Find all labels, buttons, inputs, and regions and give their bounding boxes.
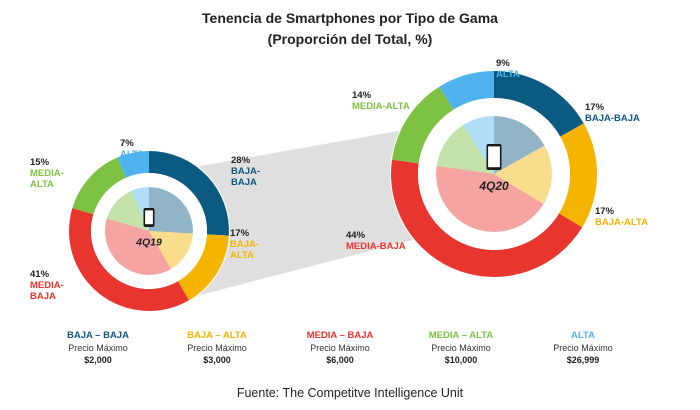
data-label-name: BAJA [30,291,56,302]
chart-title: Tenencia de Smartphones por Tipo de Gama [202,10,498,26]
donut-inner-edge [418,98,570,250]
data-label-pct: 28% [231,155,251,166]
inner-segment-media-alta [436,124,494,174]
legend-name: ALTA [571,330,595,341]
donut-gap [418,98,570,250]
ring-segment-alta [117,151,149,178]
legend-price: $10,000 [444,355,478,365]
period-label: 4Q20 [478,179,509,193]
legend-price: $2,000 [84,355,112,365]
data-label-name: BAJA [231,177,257,188]
ring-segment-alta [439,71,494,110]
data-label-pct: 9% [496,58,510,69]
legend-price: $26,999 [566,355,600,365]
legend-alta: ALTA Precio Máximo $26,999 [523,330,643,366]
data-label-alta: 7% ALTA [120,138,144,160]
data-label-media-baja: 41% MEDIA-BAJA [30,269,64,302]
data-label-baja-alta: 17% BAJA-ALTA [230,228,259,261]
legend-name: MEDIA – BAJA [306,330,374,341]
smartphone-screen [145,210,153,225]
zoom-connector [196,128,420,296]
data-label-media-baja: 44% MEDIA-BAJA [346,230,406,252]
donut-inner-edge [91,173,207,289]
data-label-baja-baja: 17% BAJA-BAJA [585,102,640,124]
inner-segment-media-alta [106,190,149,231]
data-label-alta: 9% ALTA [496,58,520,80]
inner-segment-baja-alta [149,231,193,270]
ring-segment-baja-alta [559,123,597,228]
data-label-name: MEDIA- [30,168,64,179]
data-label-baja-baja: 28% BAJA-BAJA [231,155,260,188]
data-label-name: MEDIA-ALTA [352,101,410,112]
inner-segment-alta [463,116,494,174]
data-label-pct: 15% [30,157,50,168]
legend-name: BAJA – BAJA [67,330,129,341]
data-label-name: ALTA [496,69,520,80]
ring-segment-media-alta [392,86,454,164]
data-label-pct: 17% [595,206,615,217]
ring-segment-media-baja [391,159,583,278]
data-label-pct: 7% [120,138,134,149]
data-label-name: ALTA [230,250,254,261]
data-label-baja-alta: 17% BAJA-ALTA [595,206,648,228]
data-label-name: MEDIA-BAJA [346,241,406,252]
chart-source: Fuente: The Competitve Intelligence Unit [236,386,464,400]
period-label: 4Q19 [135,237,162,249]
data-label-pct: 41% [30,269,50,280]
inner-segment-baja-baja [494,116,545,174]
data-label-name: BAJA-BAJA [585,113,640,124]
legend-name: MEDIA – ALTA [428,330,494,341]
smartphone-screen [488,146,500,168]
inner-segment-media-baja [105,218,171,275]
data-label-pct: 44% [346,230,366,241]
data-label-pct: 17% [230,228,250,239]
ring-segment-media-alta [72,157,127,215]
inner-segment-baja-baja [149,187,193,234]
data-label-name: BAJA-ALTA [595,217,648,228]
legend-sub: Precio Máximo [431,343,491,353]
data-label-media-alta: 14% MEDIA-ALTA [352,90,410,112]
legend-media-baja: MEDIA – BAJA Precio Máximo $6,000 [280,330,400,366]
data-label-name: BAJA- [231,166,260,177]
data-label-name: ALTA [30,179,54,190]
ring-segment-media-baja [68,208,189,312]
legend-baja-baja: BAJA – BAJA Precio Máximo $2,000 [38,330,158,366]
legend-media-alta: MEDIA – ALTA Precio Máximo $10,000 [401,330,521,366]
data-label-pct: 14% [352,90,372,101]
inner-segment-baja-alta [494,145,552,205]
chart-subtitle: (Proporción del Total, %) [267,31,433,47]
data-label-pct: 17% [585,102,605,113]
data-label-name: MEDIA- [30,280,64,291]
legend-price: $3,000 [203,355,231,365]
data-label-name: BAJA- [230,239,259,250]
legend-sub: Precio Máximo [553,343,613,353]
data-label-name: ALTA [120,149,144,160]
inner-segment-media-baja [436,165,544,233]
legend-name: BAJA – ALTA [187,330,247,341]
donut-gap [91,173,207,289]
legend-sub: Precio Máximo [68,343,128,353]
ring-segment-baja-alta [178,234,229,301]
legend-baja-alta: BAJA – ALTA Precio Máximo $3,000 [157,330,277,366]
legend-price: $6,000 [326,355,354,365]
ring-segment-baja-baja [494,71,584,137]
legend-sub: Precio Máximo [187,343,247,353]
legend-sub: Precio Máximo [310,343,370,353]
ring-segment-baja-baja [149,151,230,236]
data-label-media-alta: 15% MEDIA-ALTA [30,157,64,190]
